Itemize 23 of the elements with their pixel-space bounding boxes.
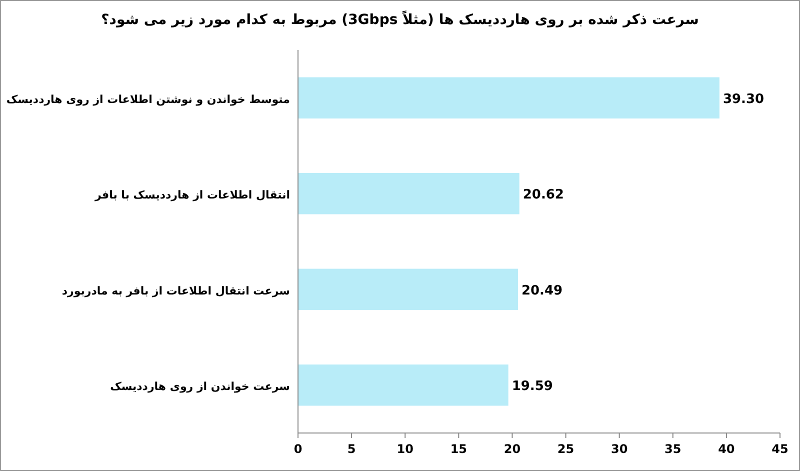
x-tick-label: 0 <box>294 442 302 456</box>
x-tick-label: 10 <box>396 442 414 456</box>
x-tick-label: 30 <box>610 442 628 456</box>
bar <box>298 173 520 214</box>
x-tick-label: 5 <box>347 442 356 456</box>
y-tick-label: سرعت خواندن از روی هارددیسک <box>110 380 290 394</box>
x-tick-label: 20 <box>504 442 521 456</box>
data-label: 19.59 <box>512 379 553 394</box>
bar <box>298 77 720 118</box>
y-tick-label: سرعت انتقال اطلاعات از بافر به مادربورد <box>62 284 290 298</box>
y-tick-label: انتقال اطلاعات از هارددیسک با بافر <box>94 188 290 202</box>
x-tick-label: 40 <box>718 442 735 456</box>
y-tick-label: متوسط خواندن و نوشتن اطلاعات از روی هارددیسک <box>6 92 290 106</box>
data-label: 20.49 <box>521 283 563 298</box>
x-tick-label: 15 <box>450 442 468 456</box>
chart-title: سرعت ذکر شده بر روی هارددیسک ها (مثلاً 3Gbps) مربوط به کدام مورد زیر می شود؟ <box>101 10 699 28</box>
data-label: 20.62 <box>522 188 564 203</box>
x-tick-label: 45 <box>772 442 788 456</box>
x-tick-label: 25 <box>557 442 574 456</box>
data-label: 39.30 <box>722 92 764 107</box>
bar <box>298 364 508 406</box>
bar <box>298 268 518 310</box>
x-tick-label: 35 <box>664 442 682 456</box>
